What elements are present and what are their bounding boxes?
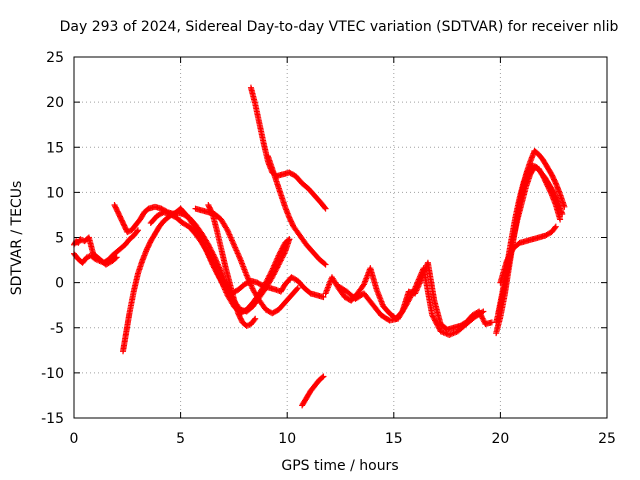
chart-title: Day 293 of 2024, Sidereal Day-to-day VTE… bbox=[60, 19, 619, 35]
y-tick-label: 25 bbox=[46, 50, 64, 66]
data-point bbox=[112, 255, 119, 262]
data-point bbox=[113, 254, 120, 261]
data-point bbox=[557, 216, 564, 223]
y-axis-label: SDTVAR / TECUs bbox=[9, 181, 25, 296]
data-point bbox=[321, 204, 328, 211]
series-arc-j bbox=[299, 373, 327, 409]
x-tick-label: 0 bbox=[70, 431, 79, 447]
series-arc-g bbox=[205, 202, 259, 329]
series-arc-f bbox=[192, 205, 301, 317]
x-tick-label: 20 bbox=[491, 431, 509, 447]
x-tick-label: 10 bbox=[278, 431, 296, 447]
data-point bbox=[134, 227, 141, 234]
data-point bbox=[322, 205, 329, 212]
data-point bbox=[479, 309, 486, 316]
x-tick-label: 15 bbox=[385, 431, 403, 447]
data-point bbox=[321, 260, 328, 267]
series-arc-h bbox=[247, 84, 329, 212]
y-tick-label: 15 bbox=[46, 140, 64, 156]
data-point bbox=[547, 189, 554, 196]
data-point bbox=[134, 228, 141, 235]
data-point bbox=[552, 179, 559, 186]
data-point bbox=[320, 373, 327, 380]
y-tick-label: -15 bbox=[41, 411, 64, 427]
data-point bbox=[251, 316, 258, 323]
series-arc-p bbox=[497, 223, 559, 286]
data-point bbox=[319, 374, 326, 381]
y-tick-label: -5 bbox=[50, 321, 64, 337]
plot-frame bbox=[73, 56, 608, 419]
y-tick-label: -10 bbox=[41, 366, 64, 382]
x-axis-label: GPS time / hours bbox=[281, 458, 398, 474]
y-tick-label: 20 bbox=[46, 95, 64, 111]
data-point bbox=[480, 308, 487, 315]
data-point bbox=[286, 236, 293, 243]
data-points bbox=[71, 84, 568, 409]
data-point bbox=[322, 261, 329, 268]
y-tick-label: 10 bbox=[46, 185, 64, 201]
data-point bbox=[252, 315, 259, 322]
series-arc-o bbox=[493, 164, 564, 326]
data-point bbox=[294, 285, 301, 292]
series-arc-b bbox=[71, 234, 120, 268]
data-point bbox=[208, 209, 215, 216]
x-tick-label: 25 bbox=[598, 431, 616, 447]
data-point bbox=[293, 286, 300, 293]
series-arc-i bbox=[265, 153, 329, 268]
data-point bbox=[285, 237, 292, 244]
y-tick-label: 5 bbox=[55, 231, 64, 247]
x-tick-label: 5 bbox=[176, 431, 185, 447]
y-tick-label: 0 bbox=[55, 276, 64, 292]
series-arc-l bbox=[335, 265, 487, 338]
grid-lines bbox=[74, 57, 607, 418]
data-point bbox=[551, 224, 558, 231]
series-arc-a bbox=[71, 227, 141, 266]
axis-ticks: 0 5 10 15 20 25 -15 -10 -5 0 5 10 15 20 25 bbox=[41, 50, 616, 447]
series-arc-e bbox=[147, 209, 293, 317]
data-point bbox=[320, 294, 327, 301]
data-point bbox=[411, 286, 418, 293]
data-point bbox=[552, 223, 559, 230]
